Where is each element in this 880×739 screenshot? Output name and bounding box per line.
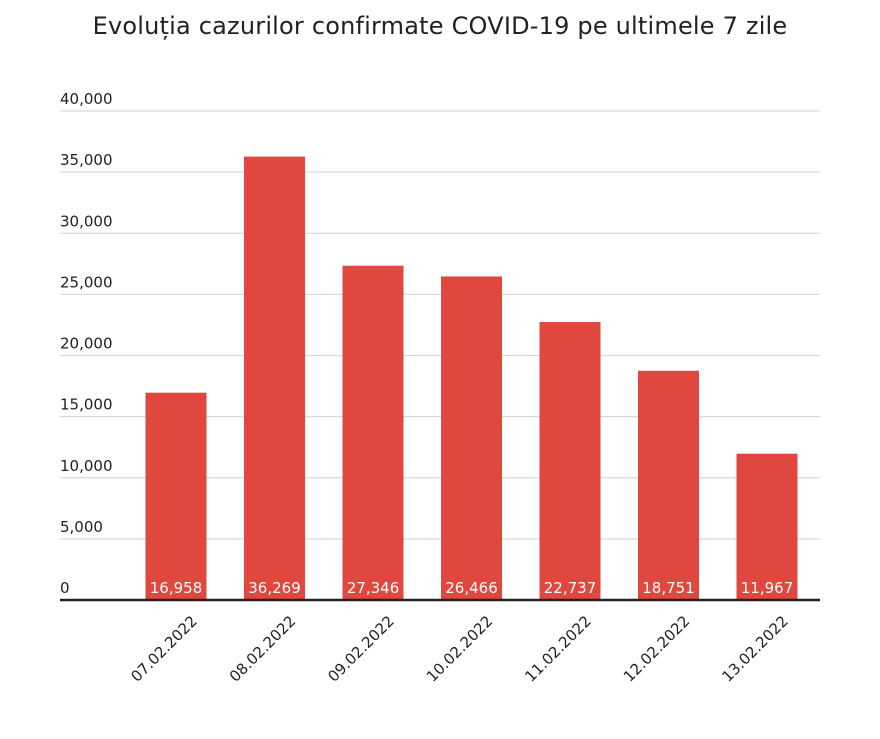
x-tick-label: 11.02.2022	[521, 612, 594, 685]
bar	[539, 322, 601, 600]
x-tick-label: 12.02.2022	[620, 612, 693, 685]
bar-data-label: 27,346	[347, 579, 400, 597]
x-tick-label: 07.02.2022	[127, 612, 200, 685]
y-tick-label: 25,000	[60, 273, 113, 291]
y-tick-label: 15,000	[60, 396, 113, 414]
y-tick-label: 5,000	[60, 518, 103, 536]
x-tick-label: 09.02.2022	[324, 612, 397, 685]
bar	[342, 265, 404, 600]
x-tick-label: 13.02.2022	[718, 612, 791, 685]
bar	[736, 453, 798, 600]
y-tick-label: 10,000	[60, 457, 113, 475]
y-tick-label: 35,000	[60, 151, 113, 169]
chart-title: Evoluția cazurilor confirmate COVID-19 p…	[92, 12, 788, 40]
bar	[441, 276, 502, 600]
x-tick-label: 10.02.2022	[423, 612, 496, 685]
bar-data-label: 26,466	[445, 579, 498, 597]
bar	[638, 370, 699, 600]
bar-data-label: 36,269	[248, 579, 301, 597]
y-tick-label: 0	[60, 579, 70, 597]
bar	[244, 156, 305, 600]
bar-data-label: 22,737	[544, 579, 597, 597]
bar	[145, 392, 207, 600]
bar-data-label: 16,958	[150, 579, 203, 597]
y-tick-label: 20,000	[60, 335, 113, 353]
y-tick-label: 40,000	[60, 90, 113, 108]
bar-data-label: 11,967	[741, 579, 794, 597]
bar-data-label: 18,751	[642, 579, 695, 597]
x-tick-label: 08.02.2022	[226, 612, 299, 685]
y-tick-label: 30,000	[60, 212, 113, 230]
